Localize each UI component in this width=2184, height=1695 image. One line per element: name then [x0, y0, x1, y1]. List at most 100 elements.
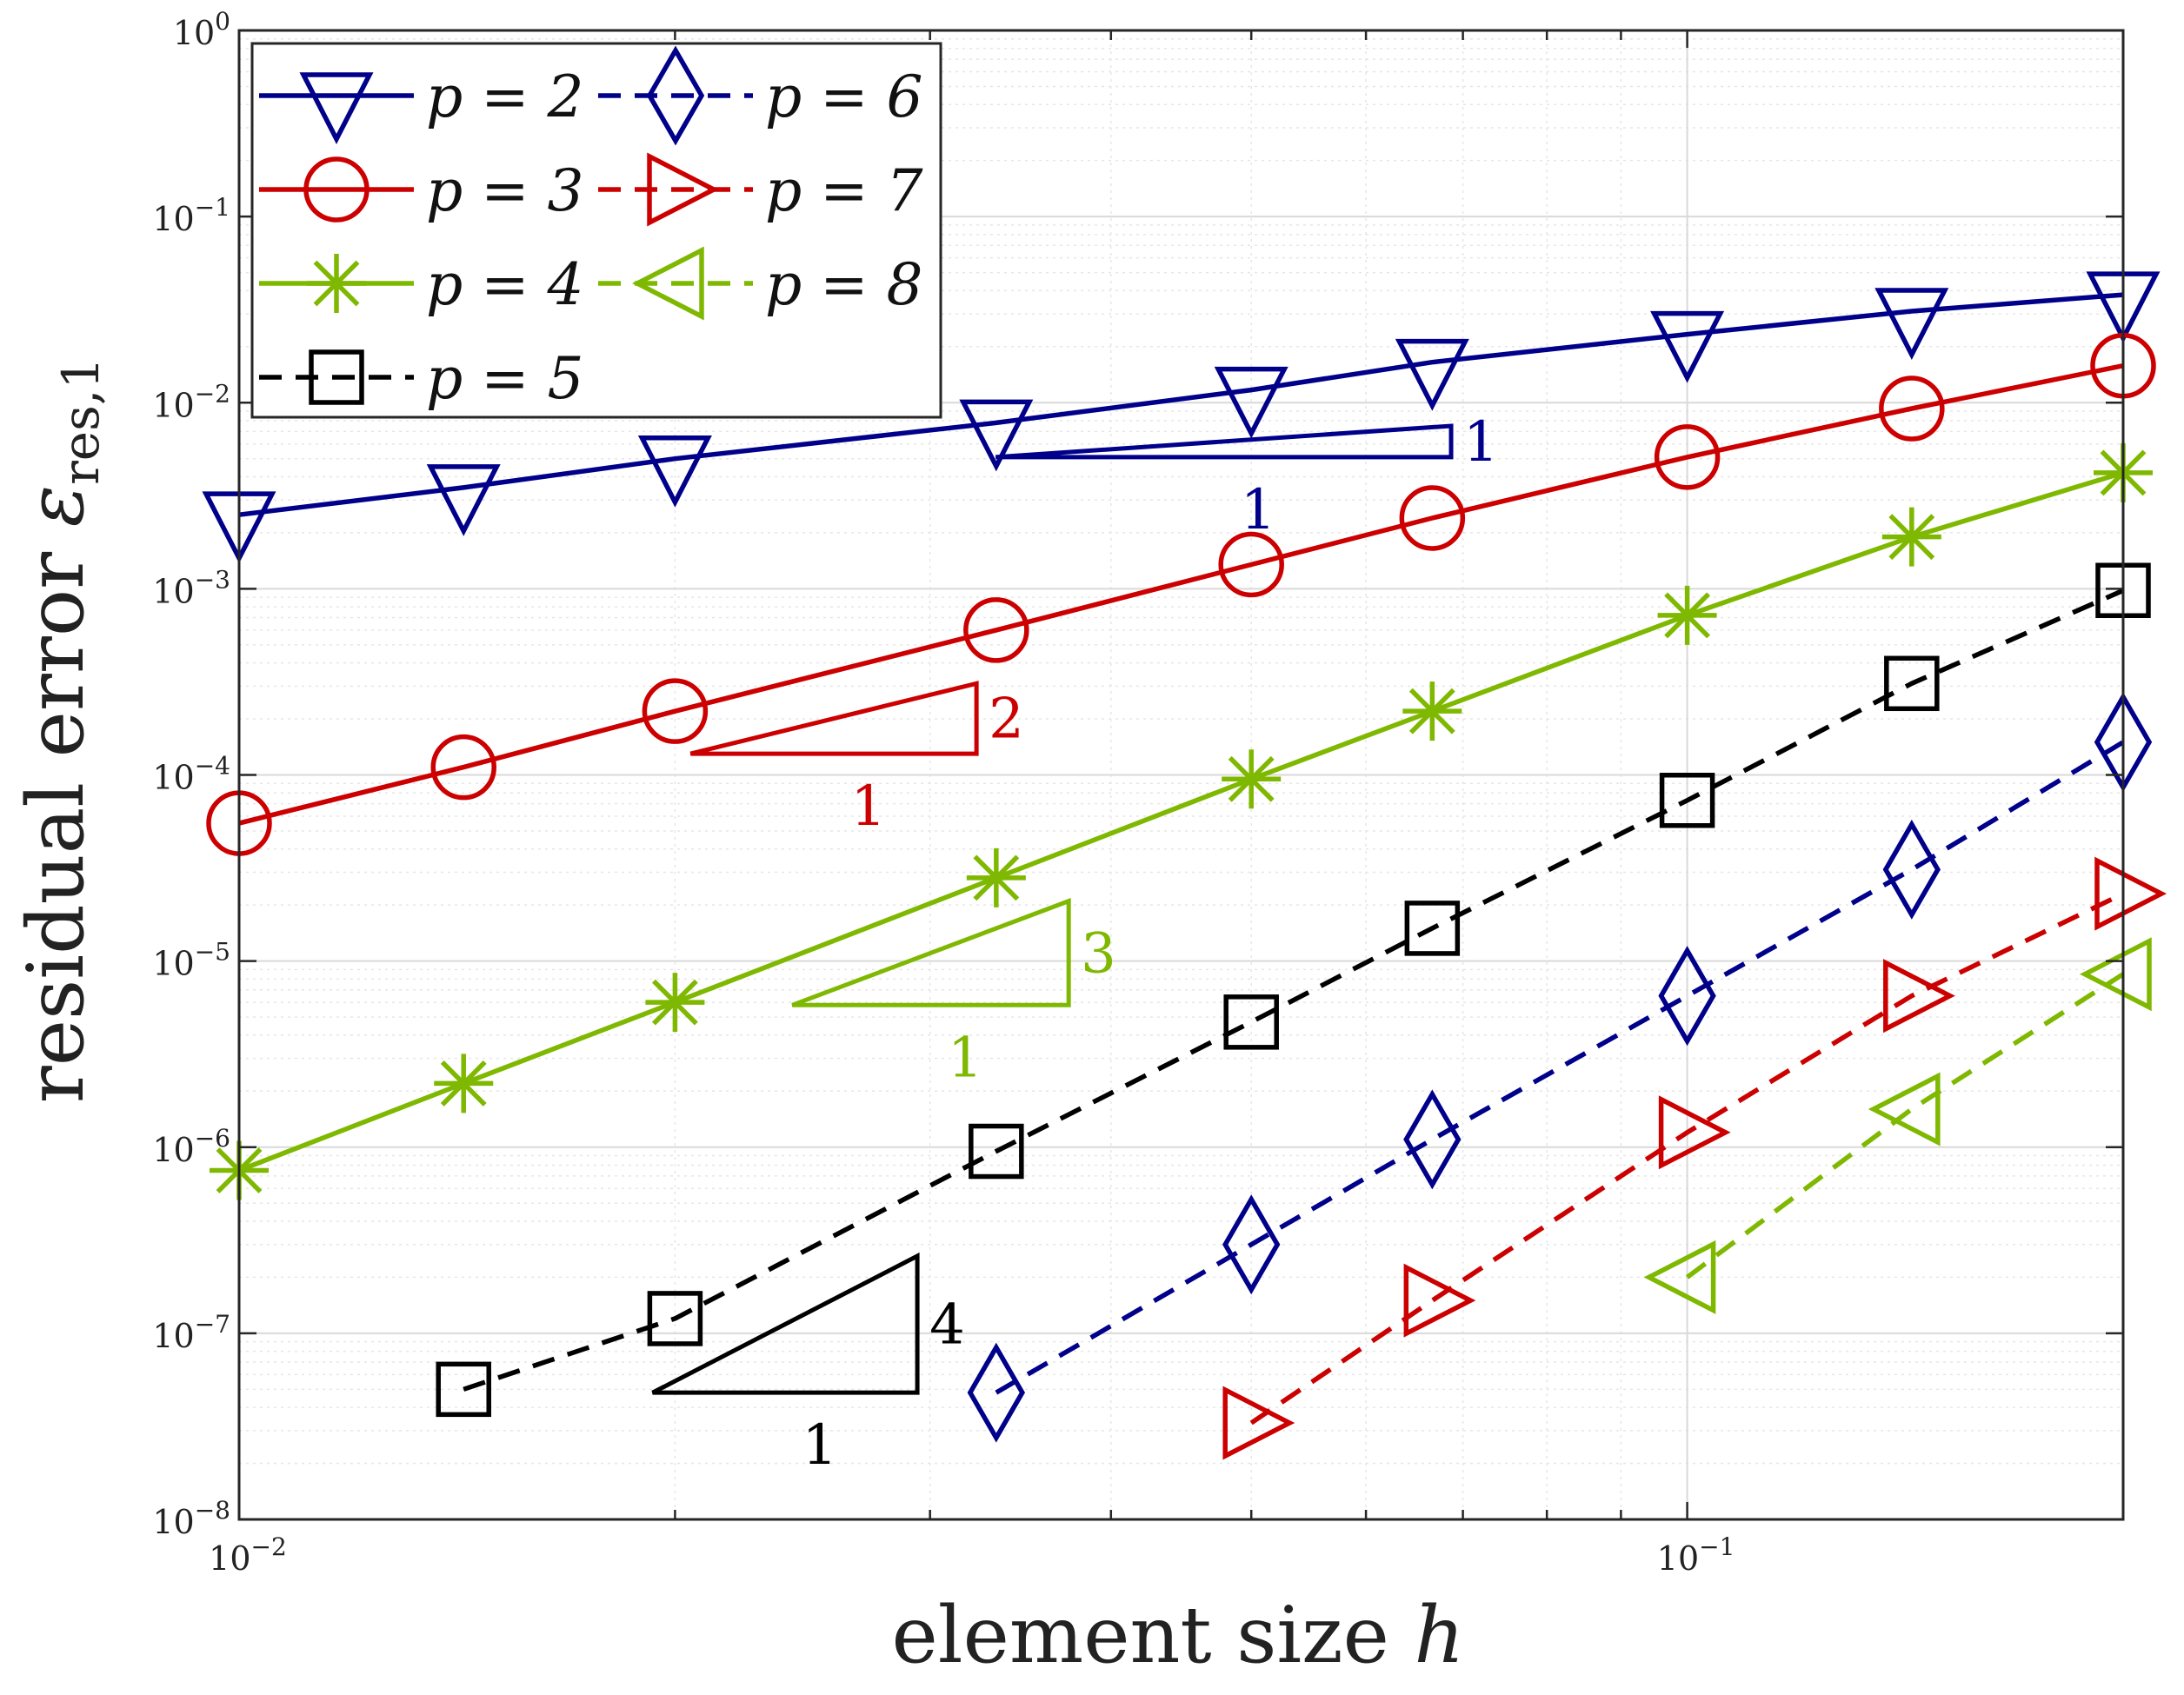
- series-p8: [1643, 937, 2152, 1314]
- x-axis-title-var: h: [1414, 1590, 1464, 1681]
- legend-marker: [299, 72, 374, 145]
- series-p2-marker: [1214, 366, 1288, 439]
- series-p8-marker: [1643, 1240, 1716, 1314]
- x-tick-label: 10−2: [209, 1532, 287, 1578]
- legend-marker: [631, 246, 704, 321]
- y-tick-label: 10−4: [152, 752, 230, 797]
- series-p2-marker: [1395, 338, 1469, 411]
- series-p6-marker: [1403, 1089, 1462, 1190]
- slope-run-label: 1: [850, 774, 886, 839]
- y-tick-label-exponent: −1: [195, 193, 230, 222]
- slope-run-label: 1: [948, 1026, 983, 1090]
- slope-rise-label: 4: [929, 1293, 965, 1358]
- y-tick-label-base: 10: [152, 572, 194, 610]
- y-tick-label-base: 10: [152, 1503, 194, 1541]
- series-p8-marker: [1868, 1072, 1941, 1147]
- legend: p = 2 p = 3 p = 4 p = 5 p = 6 p = 7 p = 8: [250, 42, 942, 419]
- y-tick-label-exponent: −6: [195, 1124, 230, 1153]
- series-p5-marker: [969, 1123, 1024, 1180]
- series-p5-marker: [1659, 773, 1715, 828]
- y-tick-label-base: 10: [173, 14, 215, 52]
- series-p3-marker: [1654, 424, 1721, 490]
- series-p4-marker-stroke: [1408, 688, 1455, 734]
- series-p5-line: [463, 588, 2125, 1392]
- legend-entry: p = 7: [598, 152, 923, 227]
- series-p6-marker: [1882, 819, 1941, 920]
- series-p3-marker: [1399, 485, 1466, 551]
- y-tick-label-exponent: −2: [195, 379, 230, 408]
- x-axis-title-main: element size: [892, 1590, 1415, 1681]
- series-p3-line: [238, 363, 2124, 826]
- y-tick-label-exponent: −5: [195, 938, 230, 967]
- series-p7-marker: [1883, 959, 1955, 1034]
- series-p5-marker: [647, 1291, 703, 1346]
- x-tick-label: 10−1: [1657, 1532, 1735, 1578]
- series-p2-marker: [426, 464, 501, 536]
- y-tick-label: 10−6: [152, 1124, 230, 1169]
- series-p2-marker: [1650, 310, 1725, 383]
- slope-triangle: 11: [995, 410, 1499, 542]
- series-p7: [1222, 856, 2167, 1460]
- series-p7-marker: [1222, 1386, 1295, 1460]
- slope-rise-label: 1: [1463, 410, 1499, 475]
- series-p4-marker: [1402, 681, 1462, 741]
- legend-label: p = 2: [426, 63, 584, 130]
- series-p2-line: [238, 292, 2124, 517]
- y-tick-label-exponent: −7: [195, 1310, 230, 1339]
- series-p4-marker: [1657, 585, 1717, 645]
- series-p4-marker-stroke: [1228, 755, 1275, 802]
- x-axis-title: element size h: [892, 1590, 1465, 1681]
- x-tick-label-exponent: −1: [1699, 1532, 1735, 1561]
- legend-marker: [647, 152, 720, 227]
- legend-entry: p = 2: [259, 63, 584, 145]
- tick-labels: 10−2 10−110010−110−210−310−410−510−610−71…: [152, 7, 1735, 1578]
- tick-marks: [237, 29, 2125, 1521]
- legend-marker-stroke: [313, 260, 360, 307]
- legend-entry: p = 8: [598, 246, 923, 321]
- legend-marker: [646, 45, 705, 146]
- y-axis-title: residual error εres,1: [10, 357, 110, 1103]
- series-p6-marker: [967, 1342, 1026, 1443]
- y-tick-label: 10−3: [152, 565, 230, 610]
- legend-entry: p = 4: [259, 251, 584, 318]
- slope-triangle-shape: [995, 423, 1454, 460]
- series-p4-marker: [1222, 749, 1282, 809]
- legend-label: p = 6: [765, 63, 923, 130]
- series-p8-line: [1685, 972, 2125, 1280]
- slope-triangle: 21: [689, 681, 1024, 839]
- slope-triangle-shape: [689, 681, 979, 756]
- legend-entry: p = 3: [259, 156, 584, 224]
- y-tick-label-exponent: −4: [195, 752, 230, 781]
- y-tick-label: 10−1: [152, 193, 230, 238]
- y-tick-label: 10−2: [152, 379, 230, 424]
- y-tick-label-base: 10: [152, 386, 194, 424]
- slope-rise-label: 2: [989, 688, 1024, 752]
- y-tick-label: 100: [173, 7, 230, 52]
- legend-box: [250, 42, 942, 419]
- series-p5-marker: [1884, 655, 1940, 712]
- y-axis-title-sub: res,1: [51, 357, 110, 485]
- slope-triangle: 31: [791, 898, 1116, 1090]
- y-axis-title-main: residual error: [10, 527, 102, 1103]
- series-p4-marker-stroke: [973, 854, 1020, 901]
- series-p8-marker: [2079, 937, 2152, 1012]
- slope-run-label: 1: [802, 1413, 837, 1478]
- series-p3-marker: [963, 597, 1029, 663]
- y-tick-label: 10−5: [152, 938, 230, 983]
- slope-triangle: 41: [651, 1252, 965, 1478]
- y-tick-label-exponent: −8: [195, 1496, 230, 1525]
- series-p4-marker-stroke: [1888, 514, 1935, 561]
- y-tick-label-base: 10: [152, 1131, 194, 1169]
- series-p2-marker: [959, 399, 1034, 472]
- slope-triangle-shape: [651, 1252, 920, 1395]
- series-p7-marker: [2094, 856, 2167, 931]
- y-tick-label-base: 10: [152, 759, 194, 797]
- legend-label: p = 3: [426, 157, 584, 224]
- series-layer: [202, 271, 2167, 1460]
- y-tick-label-base: 10: [152, 945, 194, 983]
- y-axis-title-eps: ε: [10, 485, 102, 527]
- y-tick-label-base: 10: [152, 1317, 194, 1355]
- series-p2-marker: [1874, 288, 1949, 361]
- x-tick-label-base: 10: [1657, 1539, 1699, 1578]
